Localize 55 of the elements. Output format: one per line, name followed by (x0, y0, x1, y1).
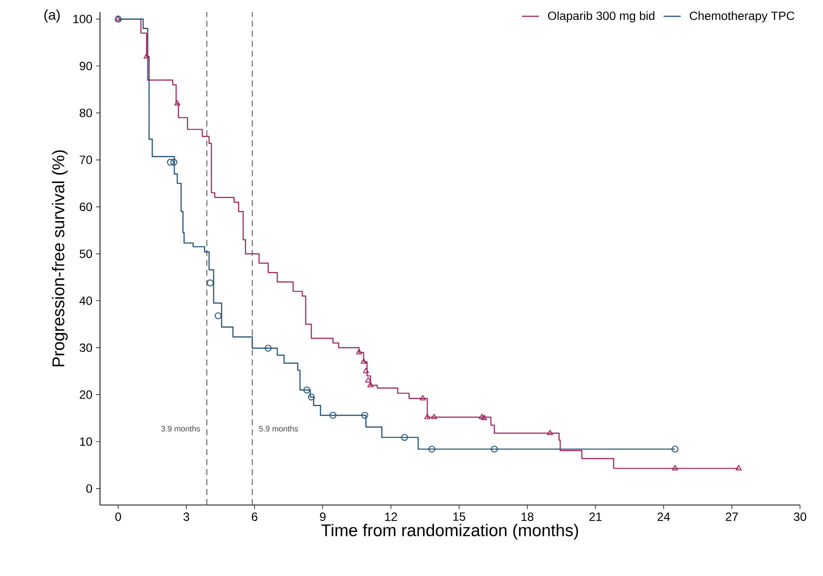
y-tick-label: 40 (79, 296, 92, 305)
point (428, 446, 436, 453)
y-tick-label: 60 (80, 202, 92, 212)
point (736, 464, 742, 470)
x-tick-label: 30 (794, 512, 806, 521)
y-tick-label: 80 (80, 108, 92, 118)
y-tick-label: 30 (80, 343, 92, 352)
point (303, 386, 310, 394)
point (361, 412, 368, 419)
point (356, 348, 362, 354)
point (478, 414, 485, 420)
y-axis-title: Progression-free survival (%) (52, 150, 68, 366)
x-tick-label: 3 (183, 512, 190, 521)
point (401, 434, 408, 441)
x-tick-label: 9 (320, 512, 326, 521)
point (365, 377, 372, 383)
point (360, 358, 367, 364)
y-tick-label: 10 (80, 437, 92, 446)
x-tick-label: 6 (252, 512, 258, 521)
point (672, 464, 678, 470)
point (206, 279, 214, 286)
point (330, 412, 336, 419)
point (214, 312, 222, 320)
point (424, 414, 430, 420)
y-tick-label: 100 (73, 14, 92, 24)
point (170, 158, 178, 166)
y-tick-label: 0 (86, 484, 92, 493)
x-tick-label: 21 (589, 512, 602, 521)
y-tick-label: 20 (80, 390, 92, 399)
x-tick-label: 18 (522, 512, 534, 521)
y-tick-label: 90 (80, 62, 92, 70)
x-tick-label: 24 (658, 512, 670, 521)
y-tick-label: 70 (80, 156, 92, 164)
chart-title: (a) (44, 10, 60, 23)
point (481, 414, 488, 420)
point (367, 382, 374, 388)
point (546, 430, 554, 436)
legend-label: Olaparib 300 mg bid (548, 11, 654, 22)
x-tick-label: 0 (115, 512, 122, 521)
point (490, 446, 498, 453)
point (174, 100, 180, 106)
x-tick-label: 27 (726, 512, 738, 521)
legend-label: Chemotherapy TPC (690, 11, 794, 22)
point (420, 394, 426, 400)
point (362, 368, 369, 374)
y-tick-label: 50 (80, 250, 92, 258)
point (264, 344, 272, 352)
point (431, 414, 438, 420)
x-tick-label: 12 (385, 512, 397, 521)
point (144, 53, 150, 59)
x-axis-title: Time from randomization (months) (321, 524, 578, 540)
point (308, 394, 315, 400)
x-tick-label: 15 (453, 512, 466, 521)
point (672, 446, 678, 453)
point (167, 158, 174, 166)
